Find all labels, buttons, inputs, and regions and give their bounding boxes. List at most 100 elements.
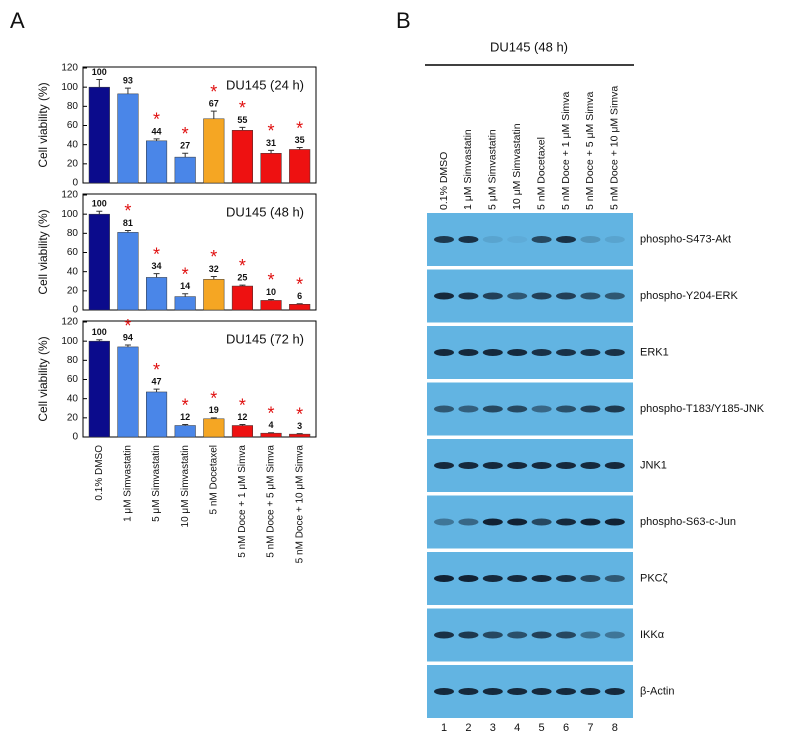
blot-band [507, 405, 528, 413]
y-tick-label: 80 [67, 101, 79, 112]
y-tick-label: 120 [61, 190, 78, 201]
bar [260, 300, 282, 311]
y-tick-label: 120 [61, 317, 78, 328]
blot-band [458, 631, 479, 639]
lane-label: 10 μM Simvastatin [511, 123, 523, 210]
blot-band [434, 349, 454, 356]
x-tick-label: 5 μM Simvastatin [151, 445, 162, 522]
bar [289, 304, 311, 311]
blot-row-label: phospho-S63-c-Jun [640, 516, 736, 528]
significance-marker: * [153, 110, 160, 130]
lane-number: 5 [539, 722, 545, 734]
significance-marker: * [296, 404, 303, 424]
blot-strip [427, 269, 633, 323]
y-tick-label: 120 [61, 63, 78, 74]
y-axis-label: Cell viability (%) [36, 209, 50, 294]
significance-marker: * [124, 316, 131, 336]
error-bar [210, 110, 217, 119]
blot-strip [427, 382, 633, 436]
bar [260, 432, 282, 438]
x-tick-label: 5 nM Doce + 5 μM Simva [266, 445, 277, 558]
blot-band [556, 292, 576, 300]
y-tick-label: 0 [72, 432, 78, 443]
bar [231, 425, 253, 438]
lane-label: 1 μM Simvastatin [462, 129, 474, 210]
error-bar [124, 87, 131, 94]
y-tick-label: 80 [67, 228, 79, 239]
blot-band [434, 518, 454, 526]
blot-band [507, 518, 528, 526]
error-bar [210, 417, 217, 419]
blot-strip [427, 552, 633, 605]
blot-band [434, 405, 454, 413]
value-label: 3 [297, 421, 302, 431]
y-tick-label: 100 [61, 336, 78, 347]
significance-marker: * [182, 124, 189, 144]
error-bar [124, 344, 131, 347]
y-tick-label: 0 [72, 178, 78, 189]
blot-band [604, 405, 625, 413]
error-bar [124, 229, 131, 233]
bar [117, 93, 139, 184]
blot-band [507, 575, 528, 582]
blot-band [580, 575, 601, 582]
value-label: 34 [152, 261, 162, 271]
blot-band [482, 688, 503, 695]
blot-row-label: PKCζ [640, 572, 668, 584]
bar [174, 425, 196, 438]
y-tick-label: 60 [67, 247, 79, 258]
blot-band [531, 292, 552, 300]
value-label: 32 [209, 264, 219, 274]
blot-band [604, 631, 625, 639]
value-label: 44 [152, 126, 162, 136]
significance-marker: * [268, 121, 275, 141]
lane-label: 5 nM Doce + 1 μM Simva [560, 91, 572, 210]
y-tick-label: 80 [67, 355, 79, 366]
blot-band [556, 631, 576, 639]
value-label: 4 [269, 420, 274, 430]
blot-band [531, 462, 552, 469]
x-tick-label: 5 nM Doce + 1 μM Simva [237, 445, 248, 558]
lane-label: 5 nM Doce + 10 μM Simva [609, 86, 621, 210]
significance-marker: * [210, 82, 217, 102]
blot-band [580, 631, 601, 639]
blot-band [604, 349, 625, 356]
value-label: 93 [123, 76, 133, 86]
blot-band [604, 518, 625, 526]
y-tick-label: 20 [67, 285, 79, 296]
error-bar [268, 298, 275, 301]
blot-band [458, 236, 479, 243]
blot-band [556, 518, 576, 526]
error-bar [182, 424, 189, 426]
y-tick-label: 20 [67, 412, 79, 423]
significance-marker: * [182, 264, 189, 284]
blot-band [604, 688, 625, 695]
bar [117, 232, 139, 311]
value-label: 94 [123, 332, 133, 342]
error-bar [182, 293, 189, 297]
bar [88, 213, 110, 311]
error-bar [153, 273, 160, 278]
blot-row-label: phospho-Y204-ERK [640, 290, 739, 302]
blot-band [458, 292, 479, 300]
bar [289, 149, 311, 184]
blot-title: DU145 (48 h) [490, 39, 568, 54]
chart-title: DU145 (48 h) [226, 204, 304, 219]
blot-strip [427, 326, 633, 379]
blot-band [482, 575, 503, 582]
blot-band [531, 631, 552, 639]
blot-band [434, 292, 454, 300]
blot-band [556, 405, 576, 413]
x-tick-label: 0.1% DMSO [94, 445, 105, 501]
panel-label: A [10, 8, 25, 33]
blot-row-label: JNK1 [640, 459, 667, 471]
blot-band [458, 688, 479, 695]
chart-title: DU145 (24 h) [226, 77, 304, 92]
blot-band [458, 518, 479, 526]
blot-band [507, 688, 528, 695]
value-label: 27 [180, 141, 190, 151]
significance-marker: * [268, 270, 275, 290]
error-bar [210, 275, 217, 280]
significance-marker: * [239, 256, 246, 276]
blot-band [580, 405, 601, 413]
